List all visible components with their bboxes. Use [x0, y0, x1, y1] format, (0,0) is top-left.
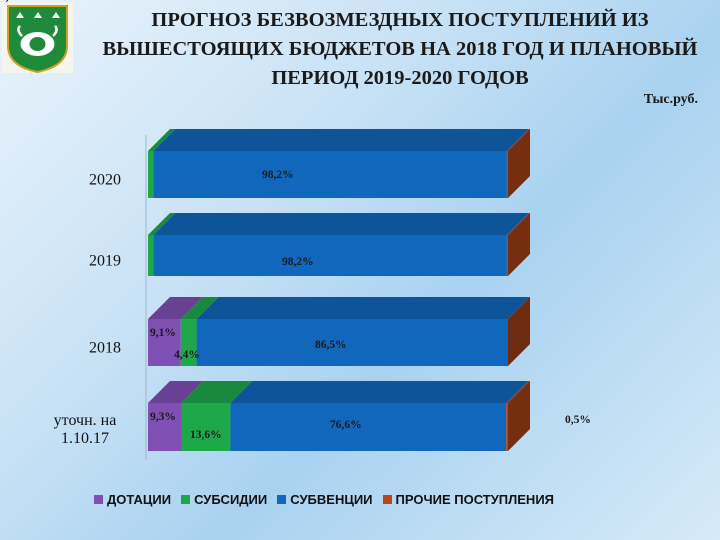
- data-label: 76,6%: [330, 419, 362, 431]
- legend-item: СУБВЕНЦИИ: [277, 492, 373, 507]
- data-label: 4,4%: [174, 349, 200, 361]
- bar-segment: [153, 151, 507, 198]
- legend-swatch: [382, 495, 392, 504]
- bar-side-face: [508, 129, 530, 198]
- bar-segment-top: [506, 129, 530, 151]
- bar-segment: [148, 235, 154, 276]
- legend-label: СУБВЕНЦИИ: [290, 492, 373, 507]
- bar-segment: [148, 403, 182, 451]
- bar-side-face: [508, 213, 530, 276]
- category-tick-label: 2019: [89, 253, 121, 270]
- bar-segment-top: [148, 297, 203, 319]
- bar-segment: [180, 319, 197, 366]
- legend-item: СУБСИДИИ: [181, 492, 267, 507]
- bar-segment: [153, 235, 507, 276]
- bar-side-face: [508, 381, 530, 451]
- bar-segment: [148, 151, 154, 198]
- legend-item: ПРОЧИЕ ПОСТУПЛЕНИЯ: [382, 492, 555, 507]
- data-label: 86,5%: [315, 339, 347, 351]
- data-label: 1,5%: [0, 0, 26, 3]
- category-tick-label: 2018: [89, 340, 121, 357]
- bar-side-face: [508, 297, 530, 366]
- bar-segment-top: [181, 381, 253, 403]
- data-label: 9,1%: [150, 327, 176, 339]
- bar-segment-top: [153, 213, 529, 235]
- category-tick-label: 2020: [89, 172, 121, 189]
- legend-swatch: [181, 495, 191, 504]
- legend-label: ПРОЧИЕ ПОСТУПЛЕНИЯ: [395, 492, 555, 507]
- bar-segment-top: [148, 381, 204, 403]
- data-label: 98,2%: [262, 169, 294, 181]
- page-title: ПРОГНОЗ БЕЗВОЗМЕЗДНЫХ ПОСТУПЛЕНИЙ ИЗ ВЫШ…: [102, 9, 698, 89]
- bar-segment: [506, 403, 508, 451]
- unit-label: Тыс.руб.: [643, 92, 698, 107]
- bar-segment-top: [148, 213, 176, 235]
- bar-segment: [506, 235, 508, 276]
- bar-segment-top: [180, 297, 219, 319]
- bar-segment-top: [506, 381, 530, 403]
- bar-segment: [148, 319, 181, 366]
- legend-label: ДОТАЦИИ: [107, 492, 172, 507]
- bar-segment-top: [506, 213, 530, 235]
- data-label: 9,3%: [150, 411, 176, 423]
- data-label: 98,2%: [282, 256, 314, 268]
- data-label: 13,6%: [190, 429, 222, 441]
- bar-segment: [230, 403, 507, 451]
- legend-label: СУБСИДИИ: [194, 492, 268, 507]
- legend-item: ДОТАЦИИ: [94, 492, 171, 507]
- chart-legend: ДОТАЦИИ СУБСИДИИ СУБВЕНЦИИ ПРОЧИЕ ПОСТУПЛЕН…: [94, 492, 654, 507]
- data-label: 0,5%: [565, 414, 591, 426]
- bar-segment-top: [230, 381, 529, 403]
- bar-segment: [181, 403, 231, 451]
- legend-swatch: [94, 495, 103, 504]
- bar-segment-top: [148, 129, 176, 151]
- category-tick-label: 1.10.17: [61, 430, 109, 447]
- bar-segment-top: [153, 129, 529, 151]
- legend-swatch: [277, 495, 287, 504]
- bar-segment: [506, 151, 508, 198]
- data-label: 1,5%: [0, 0, 26, 3]
- coat-of-arms-emblem: [2, 2, 73, 74]
- category-tick-label: уточн. на: [54, 412, 117, 429]
- bar-segment-top: [196, 297, 530, 319]
- bar-segment: [196, 319, 508, 366]
